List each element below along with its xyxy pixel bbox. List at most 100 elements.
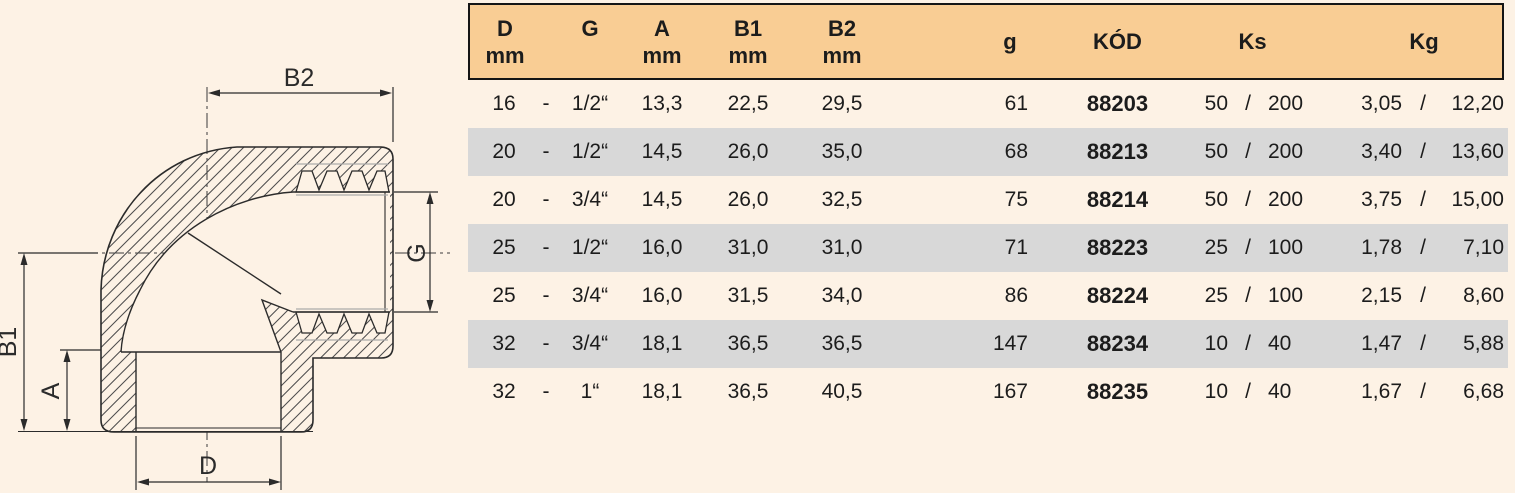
header-code: KÓD — [1093, 29, 1142, 54]
cell-kssep: / — [1245, 188, 1251, 211]
dimension-b2 — [208, 87, 394, 142]
cell-kssep: / — [1245, 236, 1251, 259]
cell-b2: 40,5 — [821, 380, 863, 403]
cell-gi: 1“ — [580, 380, 600, 403]
dim-label-g: G — [403, 243, 431, 262]
cell-d: 25 — [492, 236, 516, 259]
cell-kg2: 8,60 — [1463, 284, 1504, 307]
elbow-body — [18, 146, 394, 433]
cell-code: 88214 — [1086, 187, 1149, 212]
cell-ks2: 200 — [1268, 140, 1304, 163]
cell-a: 14,5 — [641, 140, 683, 163]
cell-dash: - — [542, 236, 550, 259]
cell-kg1: 1,47 — [1361, 332, 1402, 355]
header-b1: B1 mm — [728, 15, 768, 68]
cell-dash: - — [542, 140, 550, 163]
cell-w: 71 — [1004, 236, 1028, 259]
cell-kssep: / — [1245, 332, 1251, 355]
cell-a: 18,1 — [641, 332, 683, 355]
table-row: 25 -3/4“ 16,0 31,5 34,0 86 88224 25 / 100 2,15 / 8,6… — [468, 272, 1508, 320]
table-row: 16 -1/2“ 13,3 22,5 29,5 61 88203 50 / 200 3,05 / 12,… — [468, 80, 1508, 128]
cell-ks1: 50 — [1204, 140, 1228, 163]
dim-label-b2: B2 — [284, 64, 315, 92]
table-row: 20 -1/2“ 14,5 26,0 35,0 68 88213 50 / 200 3,40 / 13,… — [468, 128, 1508, 176]
table-row: 32 -3/4“ 18,1 36,5 36,5 147 88234 10 / 40 1,47 / 5,8… — [468, 320, 1508, 368]
cell-b1: 31,5 — [727, 284, 769, 307]
dimension-a — [60, 349, 101, 431]
cell-kg2: 6,68 — [1463, 380, 1504, 403]
thread-top — [295, 170, 390, 193]
cell-ks1: 50 — [1204, 92, 1228, 115]
cell-ks1: 50 — [1204, 188, 1228, 211]
cell-dash: - — [542, 284, 550, 307]
cell-gi: 3/4“ — [571, 284, 609, 307]
cell-kssep: / — [1245, 380, 1251, 403]
cell-d: 25 — [492, 284, 516, 307]
cell-kg1: 1,78 — [1361, 236, 1402, 259]
cell-b2: 29,5 — [821, 92, 863, 115]
cell-b2: 32,5 — [821, 188, 863, 211]
table-row: 20 -3/4“ 14,5 26,0 32,5 75 88214 50 / 200 3,75 / 15,… — [468, 176, 1508, 224]
cell-b1: 26,0 — [727, 140, 769, 163]
cell-b1: 22,5 — [727, 92, 769, 115]
cell-code: 88224 — [1086, 283, 1149, 308]
cell-d: 20 — [492, 188, 516, 211]
cell-kgsep: / — [1420, 92, 1426, 115]
header-g-thread: G — [581, 15, 599, 41]
header-kg: Kg — [1409, 29, 1439, 54]
cell-dash: - — [542, 380, 550, 403]
thread-bottom — [295, 311, 390, 334]
cell-b2: 31,0 — [821, 236, 863, 259]
cell-w: 86 — [1004, 284, 1028, 307]
cell-w: 167 — [992, 380, 1028, 403]
cell-ks2: 100 — [1268, 236, 1304, 259]
cell-dash: - — [542, 188, 550, 211]
cell-kssep: / — [1245, 140, 1251, 163]
cell-code: 88223 — [1086, 235, 1149, 260]
cell-ks2: 200 — [1268, 92, 1304, 115]
cell-kg2: 15,00 — [1451, 188, 1504, 211]
cell-dash: - — [542, 332, 550, 355]
cell-ks2: 40 — [1268, 332, 1292, 355]
technical-drawing: B2 G B1 A — [0, 64, 450, 490]
dim-label-a: A — [37, 382, 65, 399]
cell-kssep: / — [1245, 92, 1251, 115]
cell-kg1: 2,15 — [1361, 284, 1402, 307]
table-rows: 16-1/2“ 13,3 22,5 29,5 61 88203 50/200 3,05/12,… — [468, 80, 1508, 416]
cell-kg2: 13,60 — [1451, 140, 1504, 163]
header-ks: Ks — [1238, 29, 1267, 54]
cell-ks2: 200 — [1268, 188, 1304, 211]
internal-edges — [18, 191, 390, 433]
dimension-d — [135, 436, 282, 490]
cell-code: 88203 — [1086, 91, 1149, 116]
cell-b1: 26,0 — [727, 188, 769, 211]
cell-code: 88234 — [1086, 331, 1149, 356]
cell-b2: 35,0 — [821, 140, 863, 163]
cell-code: 88235 — [1086, 379, 1149, 404]
cell-kgsep: / — [1420, 140, 1426, 163]
cell-b2: 36,5 — [821, 332, 863, 355]
cell-kgsep: / — [1420, 284, 1426, 307]
cell-d: 16 — [492, 92, 516, 115]
cell-a: 13,3 — [641, 92, 683, 115]
cell-b2: 34,0 — [821, 284, 863, 307]
cell-ks1: 25 — [1204, 236, 1228, 259]
cell-kg1: 3,40 — [1361, 140, 1402, 163]
cell-ks2: 40 — [1268, 380, 1292, 403]
cell-ks1: 10 — [1204, 332, 1228, 355]
cell-kg2: 5,88 — [1463, 332, 1504, 355]
cell-kg1: 3,75 — [1361, 188, 1402, 211]
cell-kg1: 3,05 — [1361, 92, 1402, 115]
cell-gi: 3/4“ — [571, 188, 609, 211]
dim-label-d: D — [199, 452, 217, 480]
cell-w: 61 — [1004, 92, 1028, 115]
cell-kg2: 7,10 — [1463, 236, 1504, 259]
header-weight: g — [1003, 29, 1017, 54]
cell-kssep: / — [1245, 284, 1251, 307]
cell-b1: 36,5 — [727, 380, 769, 403]
cell-ks2: 100 — [1268, 284, 1304, 307]
